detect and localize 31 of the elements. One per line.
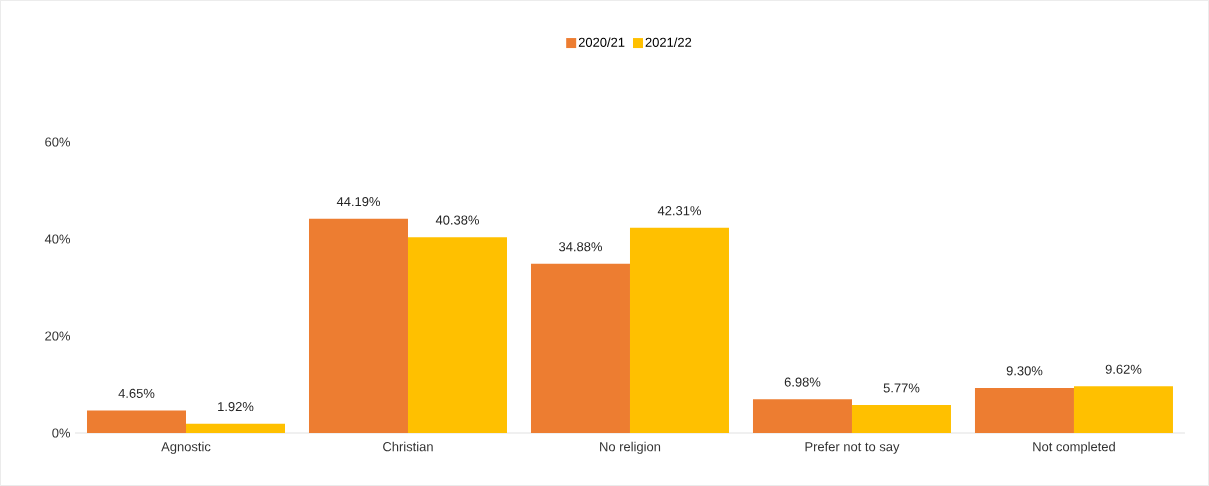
bar — [851, 405, 951, 433]
x-tick-label: No religion — [600, 441, 661, 454]
bar — [186, 423, 285, 433]
legend-label: 2021/22 — [645, 37, 692, 47]
y-tick-label: 40% — [44, 234, 71, 244]
bar — [974, 387, 1074, 433]
bar — [308, 218, 408, 433]
x-tick-label: Agnostic — [161, 441, 211, 454]
bar — [87, 410, 186, 433]
x-tick-label: Prefer not to say — [805, 441, 900, 454]
data-label: 34.88% — [559, 242, 602, 252]
bar — [1073, 386, 1173, 433]
data-label: 44.19% — [336, 196, 380, 207]
data-label: 40.38% — [435, 215, 479, 225]
data-label: 4.65% — [118, 388, 155, 398]
x-tick-label: Christian — [383, 441, 433, 452]
bar — [752, 399, 852, 433]
bar — [530, 263, 630, 433]
data-label: 5.77% — [883, 383, 920, 393]
data-label: 9.62% — [1105, 364, 1142, 374]
y-tick-label: 60% — [45, 137, 71, 147]
y-tick-label: 0% — [52, 428, 71, 438]
legend-label: 2020/21 — [578, 37, 625, 47]
y-tick-label: 20% — [45, 331, 71, 341]
data-label: 6.98% — [784, 377, 821, 387]
bar — [407, 237, 507, 433]
bar — [629, 227, 729, 433]
data-label: 42.31% — [657, 206, 701, 216]
x-tick-label: Not completed — [1033, 441, 1115, 454]
data-label: 1.92% — [218, 402, 254, 412]
data-label: 9.30% — [1006, 366, 1043, 376]
